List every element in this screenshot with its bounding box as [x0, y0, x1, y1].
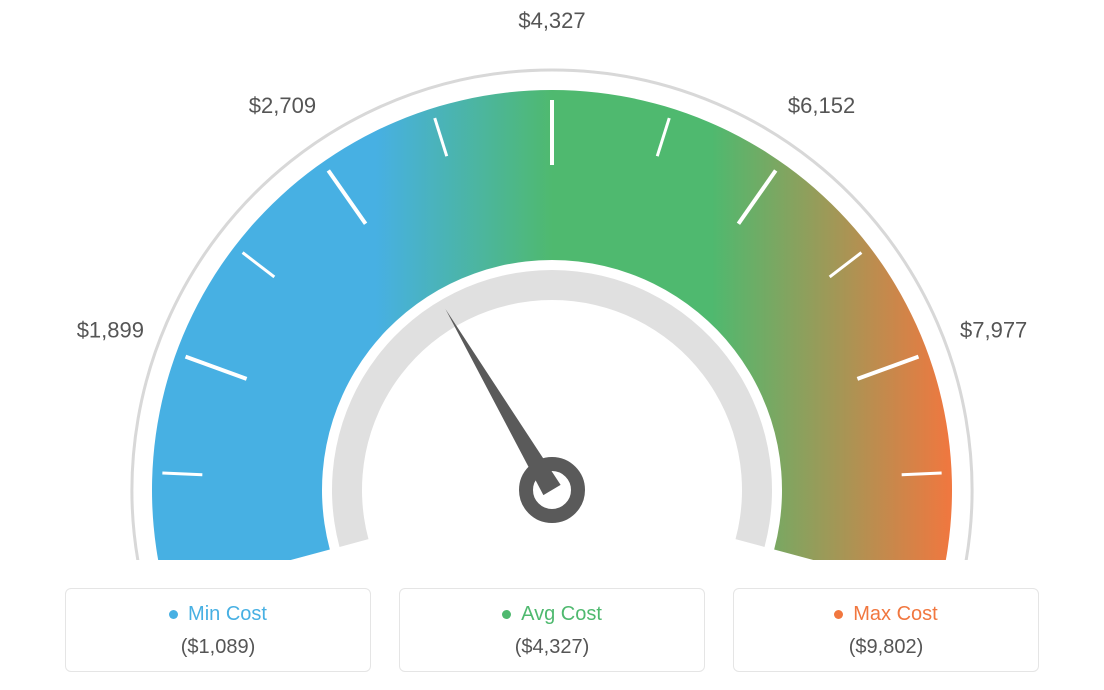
- dot-icon: [834, 610, 843, 619]
- svg-text:$7,977: $7,977: [960, 317, 1027, 342]
- svg-text:$2,709: $2,709: [249, 93, 316, 118]
- dot-icon: [169, 610, 178, 619]
- legend-row: Min Cost ($1,089) Avg Cost ($4,327) Max …: [0, 588, 1104, 672]
- svg-text:$1,899: $1,899: [77, 317, 144, 342]
- svg-text:$4,327: $4,327: [518, 8, 585, 33]
- legend-title-max: Max Cost: [834, 603, 937, 626]
- legend-card-max: Max Cost ($9,802): [733, 588, 1039, 672]
- legend-label: Max Cost: [853, 603, 937, 626]
- dot-icon: [502, 610, 511, 619]
- legend-value: ($1,089): [66, 636, 370, 659]
- gauge-chart: $1,089$1,899$2,709$4,327$6,152$7,977$9,8…: [0, 0, 1104, 560]
- legend-value: ($4,327): [400, 636, 704, 659]
- legend-card-avg: Avg Cost ($4,327): [399, 588, 705, 672]
- cost-gauge-panel: $1,089$1,899$2,709$4,327$6,152$7,977$9,8…: [0, 0, 1104, 690]
- legend-title-avg: Avg Cost: [502, 603, 602, 626]
- legend-card-min: Min Cost ($1,089): [65, 588, 371, 672]
- legend-label: Avg Cost: [521, 603, 602, 626]
- legend-value: ($9,802): [734, 636, 1038, 659]
- legend-label: Min Cost: [188, 603, 267, 626]
- legend-title-min: Min Cost: [169, 603, 267, 626]
- svg-text:$6,152: $6,152: [788, 93, 855, 118]
